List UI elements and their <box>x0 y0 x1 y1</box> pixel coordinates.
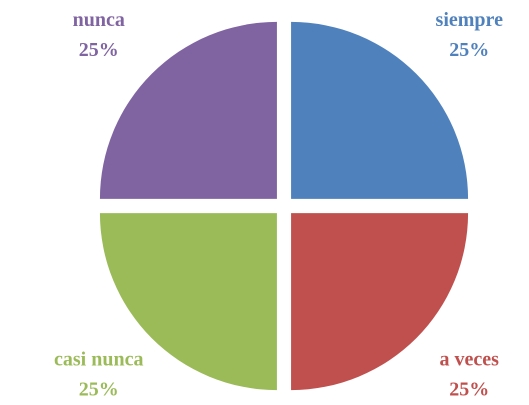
slice-label: casi nunca <box>54 348 143 370</box>
pie-slice <box>99 213 277 391</box>
slice-value-label: 25% <box>79 39 119 61</box>
slice-label: siempre <box>436 9 504 31</box>
pie-slice <box>291 21 469 199</box>
pie-slice <box>291 213 469 391</box>
slice-label: a veces <box>440 348 500 370</box>
pie-slice <box>99 21 277 199</box>
slice-value-label: 25% <box>449 378 489 400</box>
slice-value-label: 25% <box>449 39 489 61</box>
slice-label: nunca <box>73 9 125 31</box>
slice-value-label: 25% <box>79 378 119 400</box>
